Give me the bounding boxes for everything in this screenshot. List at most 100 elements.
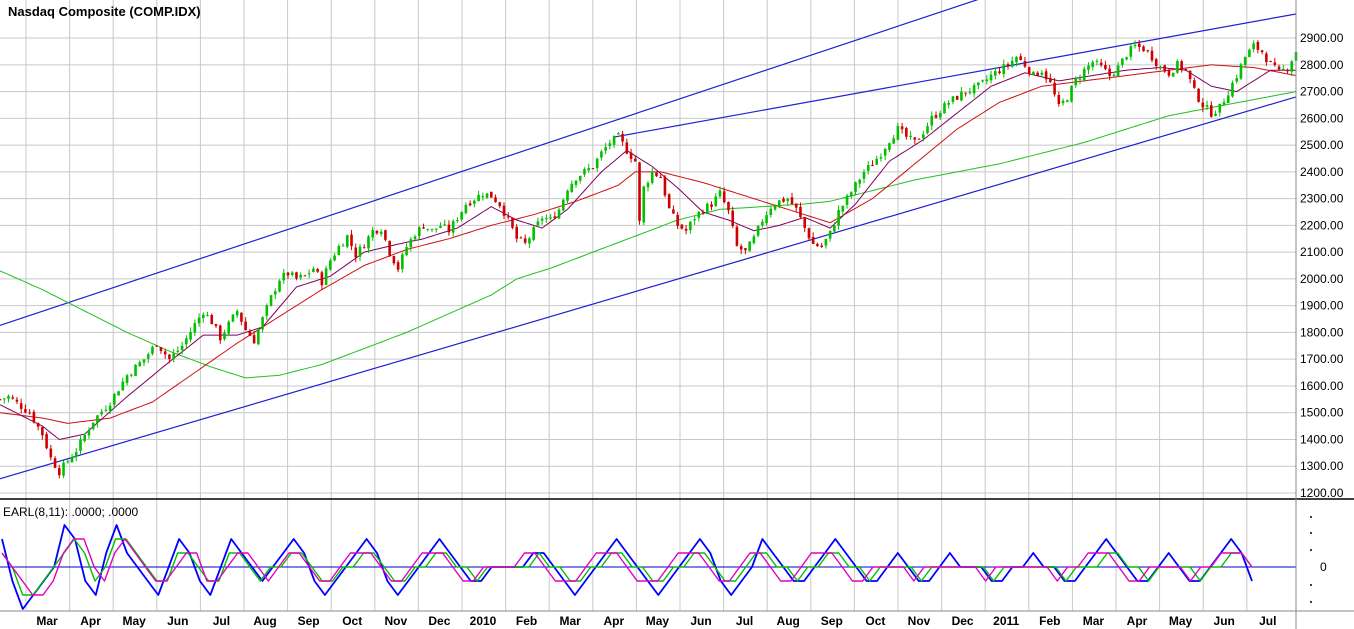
candle-body — [7, 395, 10, 399]
x-tick-label: Oct — [342, 614, 362, 628]
x-tick-label: Aug — [777, 614, 800, 628]
y-tick-label: 2900.00 — [1300, 31, 1344, 45]
candle-body — [739, 246, 743, 250]
candle-body — [629, 152, 633, 159]
candle-body — [1176, 60, 1179, 73]
candle-body — [426, 228, 430, 230]
candle-body — [299, 274, 303, 278]
candle-body — [1146, 50, 1150, 52]
candle-body — [951, 96, 955, 102]
y-tick-label: 1700.00 — [1300, 352, 1344, 366]
candle-body — [134, 364, 137, 376]
trend-channel-lines — [0, 0, 1296, 480]
candle-body — [180, 345, 184, 350]
x-tick-label: 2010 — [470, 614, 497, 628]
candle-body — [74, 452, 78, 457]
candle-body — [765, 215, 768, 224]
candle-body — [66, 461, 70, 463]
candle-body — [417, 227, 421, 236]
candle-body — [1032, 71, 1035, 75]
candle-body — [142, 359, 146, 363]
candle-body — [1078, 78, 1082, 80]
candle-body — [384, 230, 387, 240]
candle-body — [1243, 56, 1247, 65]
candle-body — [1214, 113, 1217, 116]
candle-body — [1015, 56, 1018, 63]
candle-body — [659, 176, 663, 179]
candle-body — [570, 183, 574, 193]
candle-body — [1197, 88, 1200, 102]
y-tick-label: 2100.00 — [1300, 245, 1344, 259]
candle-body — [477, 194, 480, 202]
candle-body — [722, 191, 726, 203]
price-candles — [0, 39, 1298, 479]
candle-body — [1091, 62, 1095, 67]
candle-body — [329, 260, 332, 270]
candle-body — [1116, 65, 1120, 76]
candle-body — [1065, 100, 1069, 102]
candle-body — [748, 241, 751, 252]
y-tick-label: 2700.00 — [1300, 85, 1344, 99]
candle-body — [591, 168, 595, 170]
x-tick-label: Oct — [865, 614, 885, 628]
y-tick-label: 1600.00 — [1300, 379, 1344, 393]
candle-body — [828, 230, 832, 239]
candle-body — [587, 168, 591, 171]
candle-body — [155, 345, 159, 347]
candle-body — [248, 330, 252, 336]
x-tick-label: Feb — [1039, 614, 1060, 628]
candle-body — [862, 172, 866, 179]
candle-body — [464, 204, 468, 214]
candle-body — [358, 246, 362, 257]
candle-body — [265, 305, 269, 316]
candle-body — [227, 321, 231, 334]
x-tick-label: Jun — [167, 614, 188, 628]
y-tick-label: 2800.00 — [1300, 58, 1344, 72]
candle-body — [955, 96, 959, 100]
x-tick-label: Nov — [384, 614, 407, 628]
candle-body — [121, 381, 125, 391]
candle-body — [578, 175, 582, 181]
candle-body — [223, 332, 226, 340]
candle-body — [663, 176, 667, 196]
candle-body — [1125, 57, 1128, 60]
candle-body — [837, 210, 840, 226]
candle-body — [523, 238, 527, 243]
candle-body — [1070, 85, 1073, 102]
candle-body — [875, 158, 879, 165]
candle-body — [943, 103, 946, 114]
x-tick-label: Mar — [1083, 614, 1105, 628]
trend-line — [0, 0, 979, 326]
x-tick-label: Sep — [821, 614, 843, 628]
candle-body — [1023, 61, 1027, 67]
candle-body — [45, 434, 48, 449]
candle-body — [231, 314, 235, 322]
candle-body — [1121, 58, 1124, 65]
candle-body — [498, 202, 502, 206]
candle-body — [1061, 100, 1065, 104]
candle-body — [434, 228, 438, 230]
candle-body — [489, 191, 493, 198]
candle-body — [871, 165, 874, 167]
candle-body — [117, 391, 120, 396]
candle-body — [756, 225, 760, 236]
candle-body — [595, 158, 599, 169]
candle-body — [849, 192, 853, 197]
candle-body — [375, 230, 379, 234]
candle-body — [324, 268, 328, 285]
candle-body — [62, 462, 65, 476]
candle-body — [515, 226, 519, 239]
candle-body — [638, 162, 641, 221]
candle-body — [1112, 74, 1116, 76]
candle-body — [545, 218, 548, 220]
ma200-line — [0, 91, 1296, 379]
candle-body — [1049, 78, 1052, 82]
candle-body — [367, 236, 370, 249]
candle-body — [1129, 46, 1133, 57]
indicator-tick-dot — [1310, 601, 1312, 603]
candle-body — [782, 198, 785, 202]
candle-body — [1256, 41, 1260, 50]
candle-body — [1137, 43, 1141, 47]
candle-body — [680, 224, 684, 229]
